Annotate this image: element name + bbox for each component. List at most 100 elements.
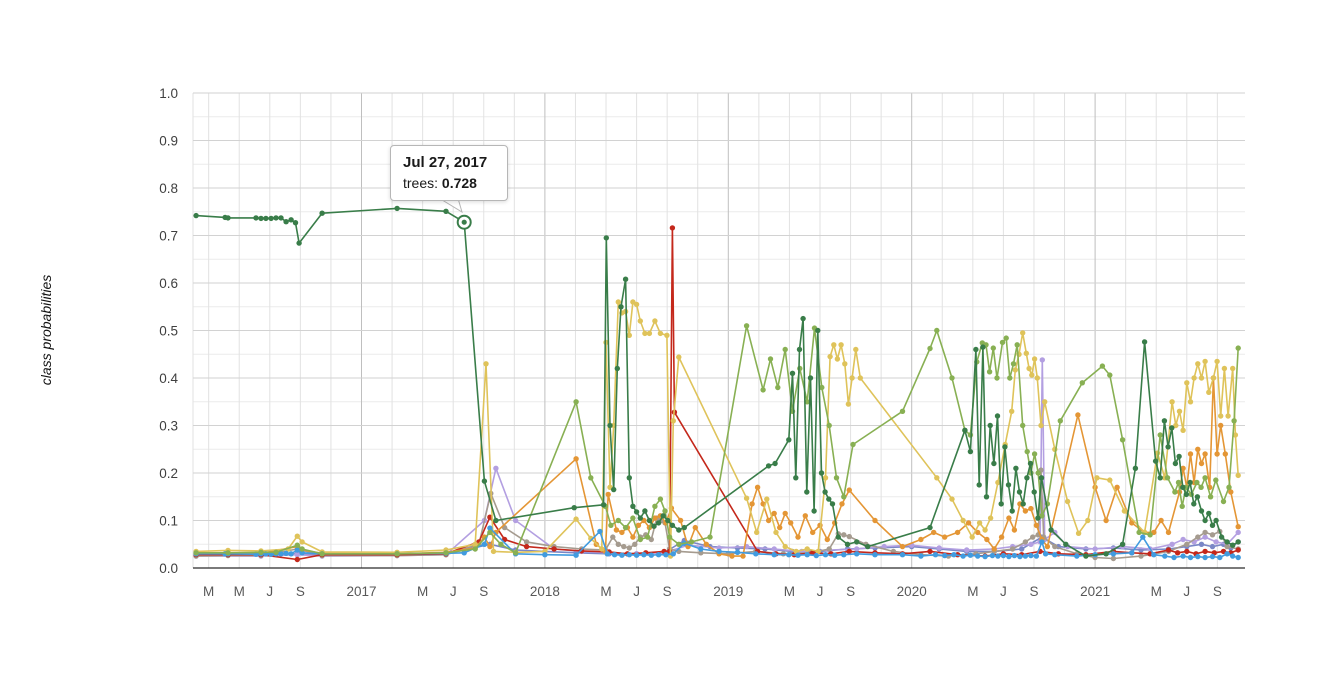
series-grass-point[interactable] — [949, 375, 955, 381]
series-grass-point[interactable] — [819, 384, 825, 391]
series-trees-point[interactable] — [976, 482, 982, 488]
series-shrub_and_scrub-point[interactable] — [573, 516, 579, 522]
series-trees-point[interactable] — [651, 523, 657, 529]
series-shrub_and_scrub-point[interactable] — [599, 546, 605, 552]
series-trees-point[interactable] — [800, 315, 806, 322]
series-trees-point[interactable] — [1119, 541, 1126, 547]
series-shrub_and_scrub-point[interactable] — [1020, 330, 1026, 336]
series-water-point[interactable] — [1217, 554, 1223, 561]
series-trees-point[interactable] — [927, 524, 933, 531]
series-grass-point[interactable] — [319, 551, 325, 557]
series-built-point[interactable] — [1174, 550, 1181, 556]
series-water-point[interactable] — [1042, 551, 1049, 557]
series-shrub_and_scrub-point[interactable] — [960, 517, 966, 524]
series-trees-point[interactable] — [1027, 460, 1034, 467]
series-crops-point[interactable] — [1198, 460, 1205, 467]
series-grass-point[interactable] — [767, 356, 774, 362]
series-crops-point[interactable] — [619, 529, 625, 536]
series-trees-point[interactable] — [1063, 541, 1069, 547]
series-shrub_and_scrub-point[interactable] — [1232, 432, 1239, 438]
series-bare-point[interactable] — [1052, 543, 1058, 550]
series-grass-point[interactable] — [1010, 361, 1017, 367]
series-built-point[interactable] — [846, 548, 852, 555]
series-trees-point[interactable] — [611, 486, 617, 493]
series-shrub_and_scrub-point[interactable] — [1230, 365, 1236, 372]
series-snow_and_ice-point[interactable] — [512, 517, 519, 524]
series-grass-point[interactable] — [1020, 422, 1026, 429]
series-trees-point[interactable] — [288, 217, 294, 223]
series-crops-point[interactable] — [1129, 520, 1135, 526]
series-water-point[interactable] — [698, 546, 704, 552]
series-trees-point[interactable] — [1038, 475, 1045, 481]
series-crops-point[interactable] — [1228, 489, 1234, 495]
series-water-point[interactable] — [1195, 553, 1201, 560]
series-crops-point[interactable] — [1187, 451, 1194, 457]
series-trees-point[interactable] — [1230, 542, 1236, 548]
series-trees-point[interactable] — [263, 215, 269, 222]
series-water-point[interactable] — [1011, 552, 1018, 559]
series-trees-point[interactable] — [571, 505, 577, 511]
series-shrub_and_scrub-point[interactable] — [676, 354, 682, 360]
series-bare-point[interactable] — [523, 539, 530, 545]
series-water-point[interactable] — [487, 525, 493, 531]
series-crops-point[interactable] — [1114, 484, 1120, 490]
series-water-point[interactable] — [734, 549, 741, 555]
series-trees-point[interactable] — [1194, 494, 1201, 500]
series-trees-point[interactable] — [987, 422, 993, 429]
series-shrub_and_scrub-point[interactable] — [1038, 422, 1044, 429]
series-built-point[interactable] — [1235, 547, 1241, 553]
series-trees-point[interactable] — [603, 235, 609, 241]
series-shrub_and_scrub-point[interactable] — [615, 299, 621, 305]
series-grass-point[interactable] — [1194, 479, 1200, 486]
series-water-point[interactable] — [542, 552, 548, 558]
series-grass-point[interactable] — [1231, 418, 1237, 424]
series-water-point[interactable] — [1006, 553, 1012, 560]
series-shrub_and_scrub-point[interactable] — [490, 548, 497, 555]
series-crops-point[interactable] — [1044, 543, 1051, 550]
series-bare-point[interactable] — [1138, 553, 1144, 559]
series-shrub_and_scrub-point[interactable] — [1218, 413, 1224, 419]
series-water-point[interactable] — [604, 551, 610, 557]
series-water-point[interactable] — [832, 552, 838, 558]
series-bare-point[interactable] — [1195, 534, 1201, 540]
series-crops-point[interactable] — [954, 529, 961, 536]
series-water-point[interactable] — [822, 552, 829, 558]
series-shrub_and_scrub-point[interactable] — [1206, 389, 1212, 395]
series-shrub_and_scrub-point[interactable] — [849, 375, 855, 381]
series-crops-point[interactable] — [795, 534, 801, 540]
series-snow_and_ice-point[interactable] — [1202, 534, 1208, 540]
series-crops-point[interactable] — [630, 534, 636, 540]
series-shrub_and_scrub-point[interactable] — [652, 318, 658, 324]
series-water-point[interactable] — [1180, 553, 1186, 559]
series-trees-point[interactable] — [998, 501, 1004, 507]
series-trees-point[interactable] — [646, 517, 653, 524]
series-trees-point[interactable] — [804, 489, 810, 495]
series-snow_and_ice-line[interactable] — [195, 359, 1239, 557]
series-water-point[interactable] — [753, 551, 759, 557]
series-shrub_and_scrub-point[interactable] — [664, 332, 670, 338]
series-grass-point[interactable] — [841, 494, 847, 500]
series-built-point[interactable] — [578, 548, 585, 554]
series-grass-point[interactable] — [1024, 448, 1030, 455]
series-trees-point[interactable] — [681, 524, 687, 531]
series-trees-point[interactable] — [822, 489, 828, 495]
series-shrub_and_scrub-point[interactable] — [1029, 372, 1035, 378]
series-water-point[interactable] — [597, 528, 603, 535]
series-trees-point[interactable] — [481, 478, 488, 484]
series-trees-point[interactable] — [622, 276, 629, 282]
series-crops-point[interactable] — [740, 553, 746, 559]
series-trees-point[interactable] — [1048, 527, 1054, 533]
series-water-point[interactable] — [1110, 551, 1117, 557]
series-trees-point[interactable] — [815, 327, 821, 334]
series-grass-point[interactable] — [443, 550, 449, 556]
series-trees-point[interactable] — [630, 503, 636, 509]
series-grass-point[interactable] — [1175, 479, 1182, 486]
series-trees-point[interactable] — [1206, 510, 1212, 517]
series-shrub_and_scrub-point[interactable] — [1009, 408, 1015, 414]
series-bare-point[interactable] — [1224, 543, 1230, 550]
series-shrub_and_scrub-point[interactable] — [827, 353, 833, 360]
series-snow_and_ice-point[interactable] — [1213, 539, 1219, 545]
series-grass-point[interactable] — [472, 546, 478, 552]
series-built[interactable] — [193, 225, 1241, 563]
series-water-point[interactable] — [278, 551, 284, 557]
